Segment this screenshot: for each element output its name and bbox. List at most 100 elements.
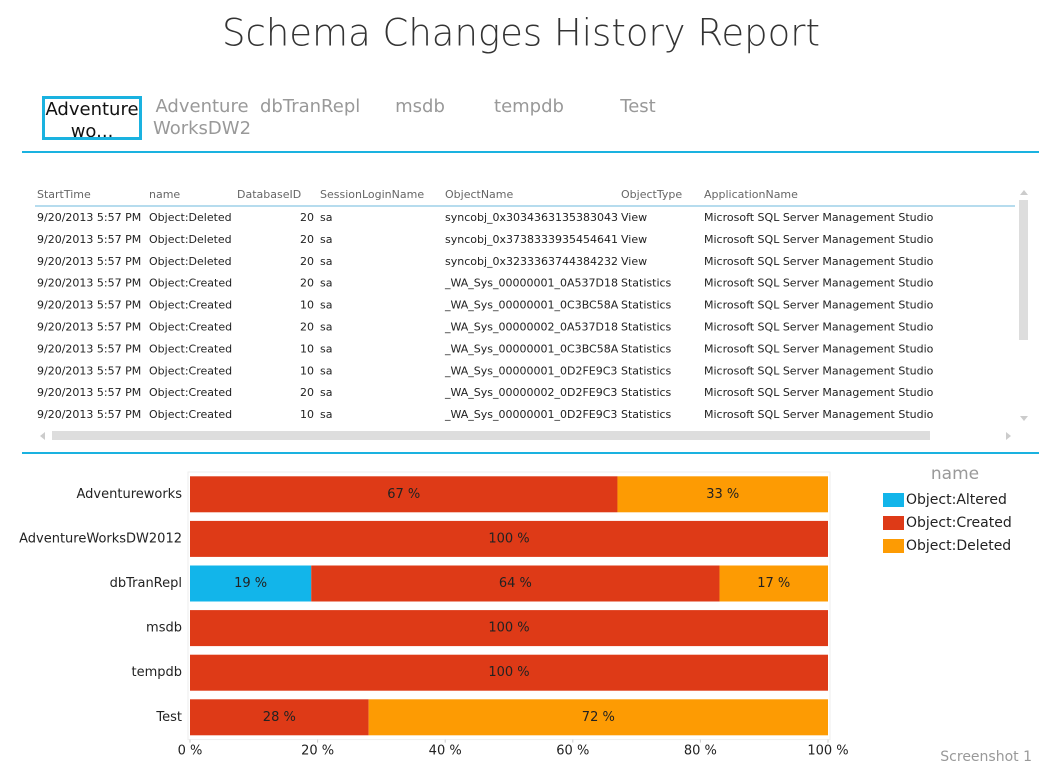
table-cell: sa	[320, 364, 332, 377]
table-cell: _WA_Sys_00000001_0D2FE9C3	[444, 408, 617, 421]
table-cell: sa	[320, 211, 332, 224]
table-cell: View	[621, 255, 647, 268]
table-cell: Microsoft SQL Server Management Studio	[704, 299, 934, 312]
table-cell: Microsoft SQL Server Management Studio	[704, 342, 934, 355]
footer: Screenshot 1	[940, 749, 1032, 765]
table-cell: Object:Deleted	[149, 255, 232, 268]
table-cell: 20	[300, 211, 314, 224]
bar-segment	[190, 699, 369, 736]
tab[interactable]: msdb	[395, 96, 445, 117]
bar-segment	[311, 565, 720, 602]
y-tick-label: tempdb	[131, 665, 182, 680]
y-tick-label: Test	[155, 710, 182, 725]
table-cell: Object:Created	[149, 342, 232, 355]
data-label: 67 %	[387, 487, 420, 502]
table-cell: 9/20/2013 5:57 PM	[37, 233, 141, 246]
column-header: DatabaseID	[237, 188, 301, 201]
v-scrollbar[interactable]	[1019, 200, 1028, 340]
h-scrollbar[interactable]	[52, 431, 930, 440]
table-cell: sa	[320, 321, 332, 334]
table-cell: Object:Created	[149, 321, 232, 334]
column-header: SessionLoginName	[320, 188, 424, 201]
y-tick-label: AdventureWorksDW2012	[19, 531, 182, 546]
bar-segment	[190, 476, 618, 513]
x-tick-label: 80 %	[684, 744, 717, 759]
bar-segment	[190, 520, 828, 557]
legend-swatch	[883, 539, 904, 553]
table-cell: 9/20/2013 5:57 PM	[37, 211, 141, 224]
table-cell: Microsoft SQL Server Management Studio	[704, 408, 934, 421]
table-cell: Statistics	[621, 321, 672, 334]
table-cell: 20	[300, 321, 314, 334]
table-cell: sa	[320, 342, 332, 355]
table-cell: Microsoft SQL Server Management Studio	[704, 386, 934, 399]
x-tick-label: 40 %	[429, 744, 462, 759]
x-tick-label: 60 %	[556, 744, 589, 759]
table-cell: Microsoft SQL Server Management Studio	[704, 255, 934, 268]
table-cell: Statistics	[621, 364, 672, 377]
table-cell: _WA_Sys_00000002_0D2FE9C3	[444, 386, 617, 399]
legend-label: Object:Deleted	[906, 538, 1011, 554]
x-tick-label: 0 %	[178, 744, 203, 759]
table-cell: syncobj_0x3034363135383043	[445, 211, 618, 224]
table-cell: 9/20/2013 5:57 PM	[37, 277, 141, 290]
tab[interactable]: Test	[620, 96, 656, 117]
table-cell: 10	[300, 408, 314, 421]
table-cell: _WA_Sys_00000001_0D2FE9C3	[444, 364, 617, 377]
table-cell: sa	[320, 386, 332, 399]
table-cell: sa	[320, 233, 332, 246]
table-cell: Object:Created	[149, 408, 232, 421]
data-label: 19 %	[234, 576, 267, 591]
data-label: 100 %	[488, 621, 529, 636]
column-header: StartTime	[37, 188, 91, 201]
plot-area	[187, 471, 831, 741]
data-label: 100 %	[488, 665, 529, 680]
table-cell: _WA_Sys_00000001_0C3BC58A	[444, 299, 619, 312]
y-tick-label: dbTranRepl	[110, 576, 182, 591]
table-cell: View	[621, 211, 647, 224]
table-cell: sa	[320, 255, 332, 268]
table-cell: 9/20/2013 5:57 PM	[37, 408, 141, 421]
table-cell: Statistics	[621, 277, 672, 290]
table-cell: Statistics	[621, 299, 672, 312]
tab[interactable]: tempdb	[494, 96, 564, 117]
bar-segment	[617, 476, 828, 513]
legend-label: Object:Altered	[906, 492, 1007, 508]
legend-swatch	[883, 493, 904, 507]
bar-segment	[368, 699, 828, 736]
table-cell: Statistics	[621, 386, 672, 399]
tab[interactable]: dbTranRepl	[260, 96, 360, 117]
table-cell: Object:Deleted	[149, 211, 232, 224]
column-header: ApplicationName	[704, 188, 798, 201]
x-tick-label: 20 %	[301, 744, 334, 759]
table-cell: _WA_Sys_00000001_0C3BC58A	[444, 342, 619, 355]
data-label: 64 %	[499, 576, 532, 591]
table-cell: Microsoft SQL Server Management Studio	[704, 321, 934, 334]
column-header: ObjectType	[621, 188, 682, 201]
table-cell: Microsoft SQL Server Management Studio	[704, 233, 934, 246]
bar-segment	[190, 610, 828, 647]
table-cell: sa	[320, 299, 332, 312]
table-cell: sa	[320, 408, 332, 421]
table-cell: 9/20/2013 5:57 PM	[37, 342, 141, 355]
tab[interactable]: Adventure wo...	[42, 96, 142, 140]
table-cell: syncobj_0x3738333935454641	[445, 233, 618, 246]
tab[interactable]: Adventure WorksDW2	[152, 96, 252, 139]
report-title: Schema Changes History Report	[222, 12, 820, 55]
data-label: 33 %	[706, 487, 739, 502]
data-label: 72 %	[582, 710, 615, 725]
column-header: name	[149, 188, 180, 201]
table-cell: 20	[300, 277, 314, 290]
table-cell: 10	[300, 299, 314, 312]
table-cell: 20	[300, 233, 314, 246]
table-cell: syncobj_0x3233363744384232	[445, 255, 618, 268]
table-cell: Object:Deleted	[149, 233, 232, 246]
table-cell: Microsoft SQL Server Management Studio	[704, 364, 934, 377]
legend-label: Object:Created	[906, 515, 1012, 531]
legend-swatch	[883, 516, 904, 530]
table-cell: 10	[300, 364, 314, 377]
table-cell: 9/20/2013 5:57 PM	[37, 255, 141, 268]
table-cell: 9/20/2013 5:57 PM	[37, 299, 141, 312]
